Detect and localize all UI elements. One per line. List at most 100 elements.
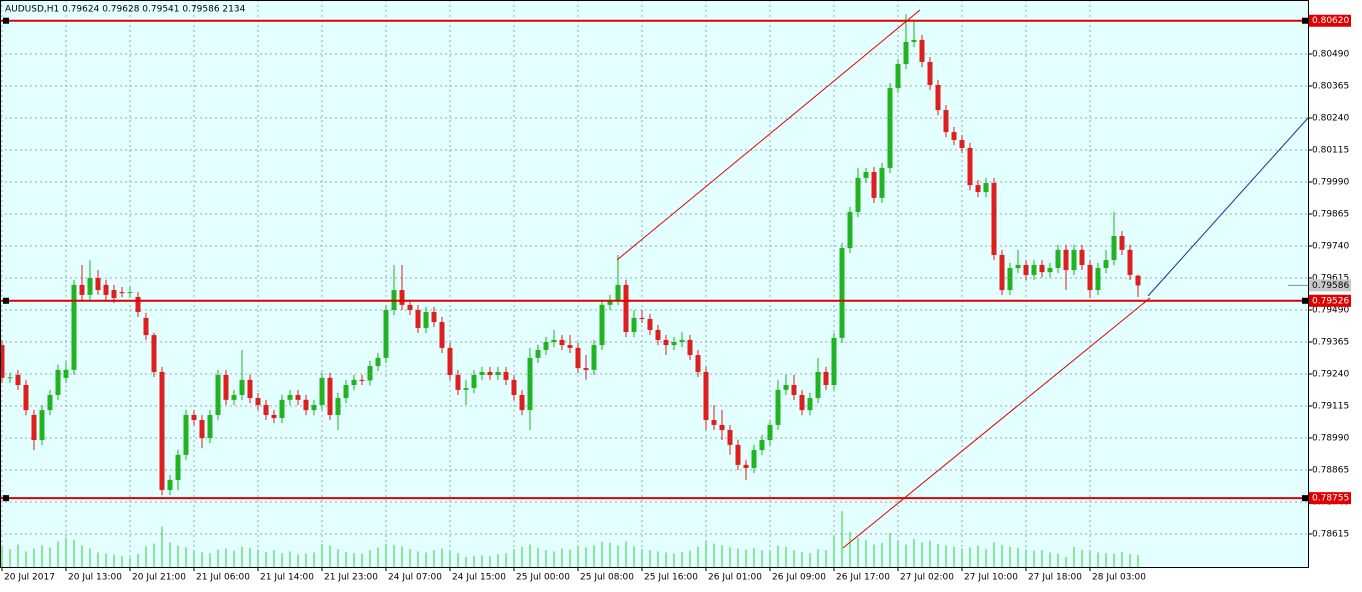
candle-body [159,371,165,490]
candle-body [623,284,629,333]
candle-body [1087,264,1093,291]
candle-body [647,318,653,330]
candle-body [807,398,813,411]
candle-body [511,379,517,395]
candle-body [447,347,453,376]
y-tick-label: 0.79365 [1312,337,1349,347]
candle-body [55,369,61,395]
y-tick-label: 0.80115 [1312,146,1349,156]
x-tick-label: 24 Jul 15:00 [452,573,506,583]
candle-body [343,384,349,399]
x-tick-label: 21 Jul 23:00 [324,573,378,583]
level-label-box [1309,14,1351,27]
candle-body [863,172,869,178]
plot-border [0,0,1309,568]
x-tick-label: 20 Jul 2017 [4,573,55,583]
candle-body [111,290,117,298]
candle-body [231,394,237,400]
candle-body [735,444,741,465]
x-tick-label: 25 Jul 08:00 [580,573,634,583]
candle-body [639,317,645,319]
candle-body [191,414,197,421]
candle-body [199,420,205,438]
candle-body [791,384,797,395]
candle-body [551,339,557,342]
candle-body [935,84,941,111]
candle-body [687,339,693,356]
candle-body [855,177,861,212]
x-tick-label: 20 Jul 21:00 [132,573,186,583]
candle-body [415,309,421,328]
candle-body [919,39,925,62]
chart-title: AUDUSD,H1 0.79624 0.79628 0.79541 0.7958… [5,5,246,15]
x-tick-label: 25 Jul 00:00 [516,573,570,583]
candle-body [1135,275,1141,286]
candle-body [879,167,885,198]
candle-body [591,345,597,370]
candle-body [23,384,29,411]
candle-body [1015,264,1021,269]
candle-body [351,379,357,385]
candle-body [503,371,509,380]
y-tick-label: 0.80240 [1312,114,1349,124]
level-label: 0.80620 [1312,16,1349,26]
candle-body [1095,268,1101,291]
y-tick-label: 0.79990 [1312,178,1349,188]
level-marker [3,495,9,502]
plot-area [0,0,1308,567]
candle-body [943,110,949,133]
candle-body [87,277,93,295]
y-tick-label: 0.80490 [1312,50,1349,60]
candle-body [175,454,181,480]
candle-body [1023,264,1029,275]
candle-body [663,339,669,346]
y-tick-label: 0.79740 [1312,241,1349,251]
candle-body [1119,236,1125,250]
candle-body [367,366,373,381]
candle-body [495,371,501,376]
x-tick-label: 21 Jul 06:00 [196,573,250,583]
candle-body [823,371,829,385]
candle-body [951,132,957,141]
level-label-box [1309,492,1351,505]
candle-body [455,375,461,390]
candle-body [359,379,365,381]
candle-body [967,147,973,186]
y-tick-label: 0.79240 [1312,369,1349,379]
candle-body [431,312,437,323]
y-tick-label: 0.80365 [1312,82,1349,92]
candle-body [335,398,341,415]
candle-body [279,399,285,419]
candle-body [119,292,125,294]
y-tick-label: 0.79865 [1312,210,1349,220]
candle-body [383,309,389,358]
candle-body [1079,249,1085,265]
y-tick-label: 0.78865 [1312,465,1349,475]
candle-body [7,377,13,379]
level-marker [3,17,9,24]
candle-body [559,339,565,346]
candle-body [287,394,293,400]
candle-body [263,404,269,415]
candle-body [487,371,493,376]
candle-body [991,183,997,255]
level-label: 0.78755 [1312,494,1349,504]
candle-body [0,345,5,378]
candle-body [399,290,405,305]
level-marker [1302,495,1308,502]
candle-body [615,284,621,301]
candle-body [439,322,445,348]
candle-body [575,347,581,369]
x-tick-label: 26 Jul 01:00 [708,573,762,583]
axis-layer: 0.786150.787400.788650.789900.791150.792… [1,14,1351,583]
candle-body [655,329,661,340]
candle-body [743,464,749,468]
candle-body [783,384,789,390]
candle-body [1031,264,1037,275]
candle-body [471,375,477,389]
channel-lower-line [842,297,1151,549]
candle-body [1055,249,1061,269]
level-label-box [1309,294,1351,307]
